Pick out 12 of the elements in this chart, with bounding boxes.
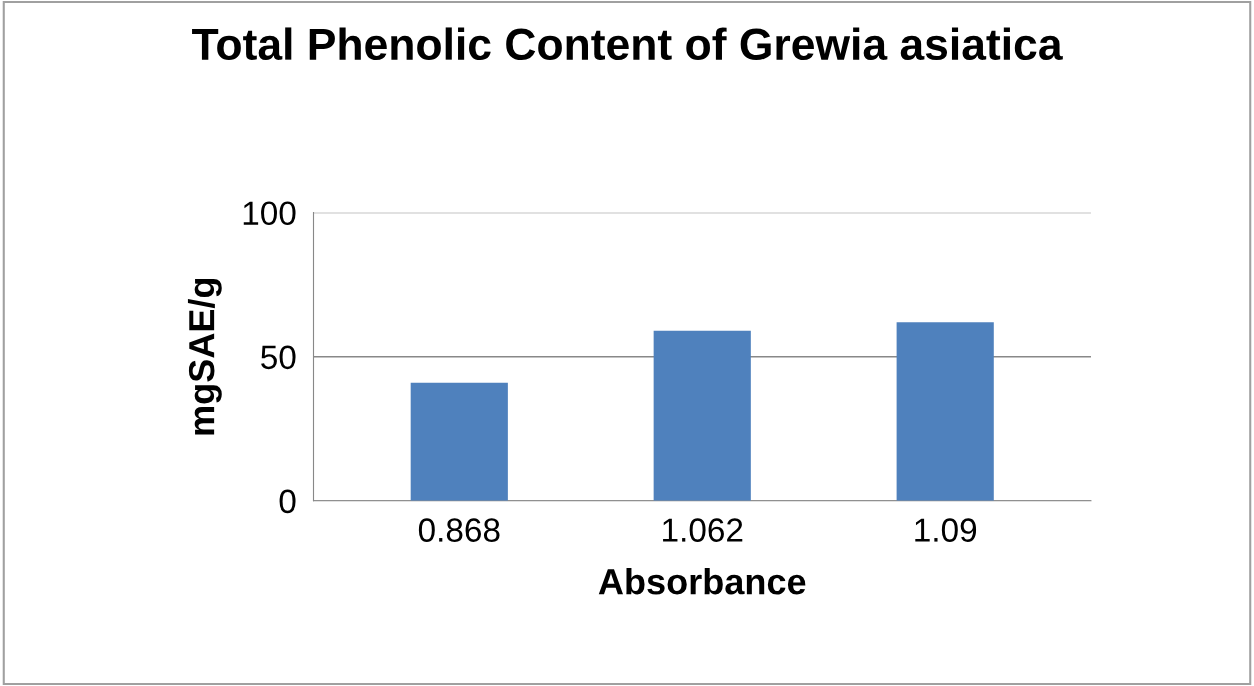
y-axis-title: mgSAE/g [187,278,222,435]
bar [896,322,994,501]
x-tick-label: 1.062 [663,518,743,542]
x-tick-label: 0.868 [418,518,500,542]
y-tick-label: 100 [243,201,296,226]
bar [410,382,508,501]
x-axis-title: Absorbance [598,567,806,595]
chart-title: Total Phenolic Content of Grewia asiatica [192,27,1063,61]
x-tick-label: 1.09 [915,518,977,542]
y-tick-label: 50 [261,345,296,370]
y-tick-label: 0 [279,489,296,514]
bar [653,330,751,501]
